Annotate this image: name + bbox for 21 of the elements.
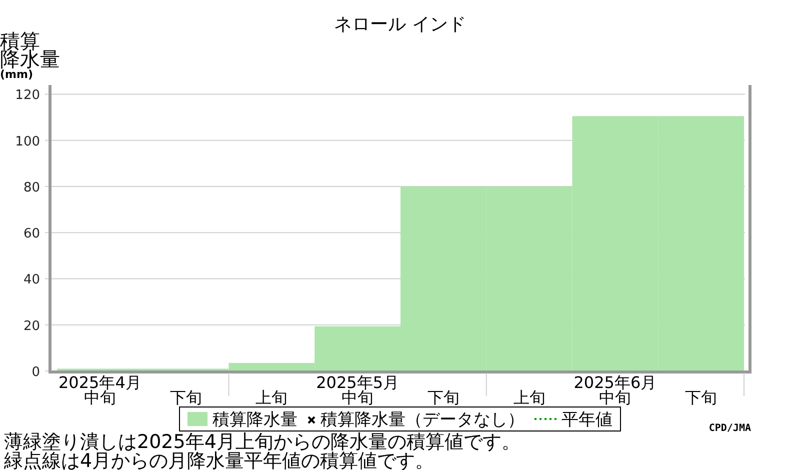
y-tick-label: 0: [32, 365, 40, 380]
y-tick-label: 40: [23, 272, 40, 288]
x-tick-label: 下旬: [685, 388, 718, 407]
y-tick-label: 120: [15, 88, 40, 104]
y-tick-label: 80: [23, 180, 40, 196]
x-tick-label: 上旬: [256, 388, 288, 407]
x-tick-label: 下旬: [170, 388, 202, 407]
y-tick-label: 20: [23, 318, 40, 334]
chart-title: ネロール インド: [334, 14, 466, 35]
x-tick-label: 上旬: [513, 388, 546, 407]
y-tick-label: 100: [15, 134, 40, 150]
legend-label: 積算降水量: [212, 410, 298, 430]
x-tick-label: 下旬: [427, 388, 460, 407]
legend-label: 平年値: [562, 410, 612, 430]
legend-label: 積算降水量（データなし）: [320, 410, 524, 430]
x-tick-label: 2025年6月中旬: [574, 373, 657, 407]
x-tick-label: 2025年4月中旬: [58, 373, 142, 407]
x-tick-label: 2025年5月中旬: [316, 373, 400, 407]
y-axis-title: 積算降水量(mm): [0, 29, 60, 81]
text: CPD/JMA: [708, 423, 751, 434]
y-tick-label: 60: [23, 226, 40, 242]
